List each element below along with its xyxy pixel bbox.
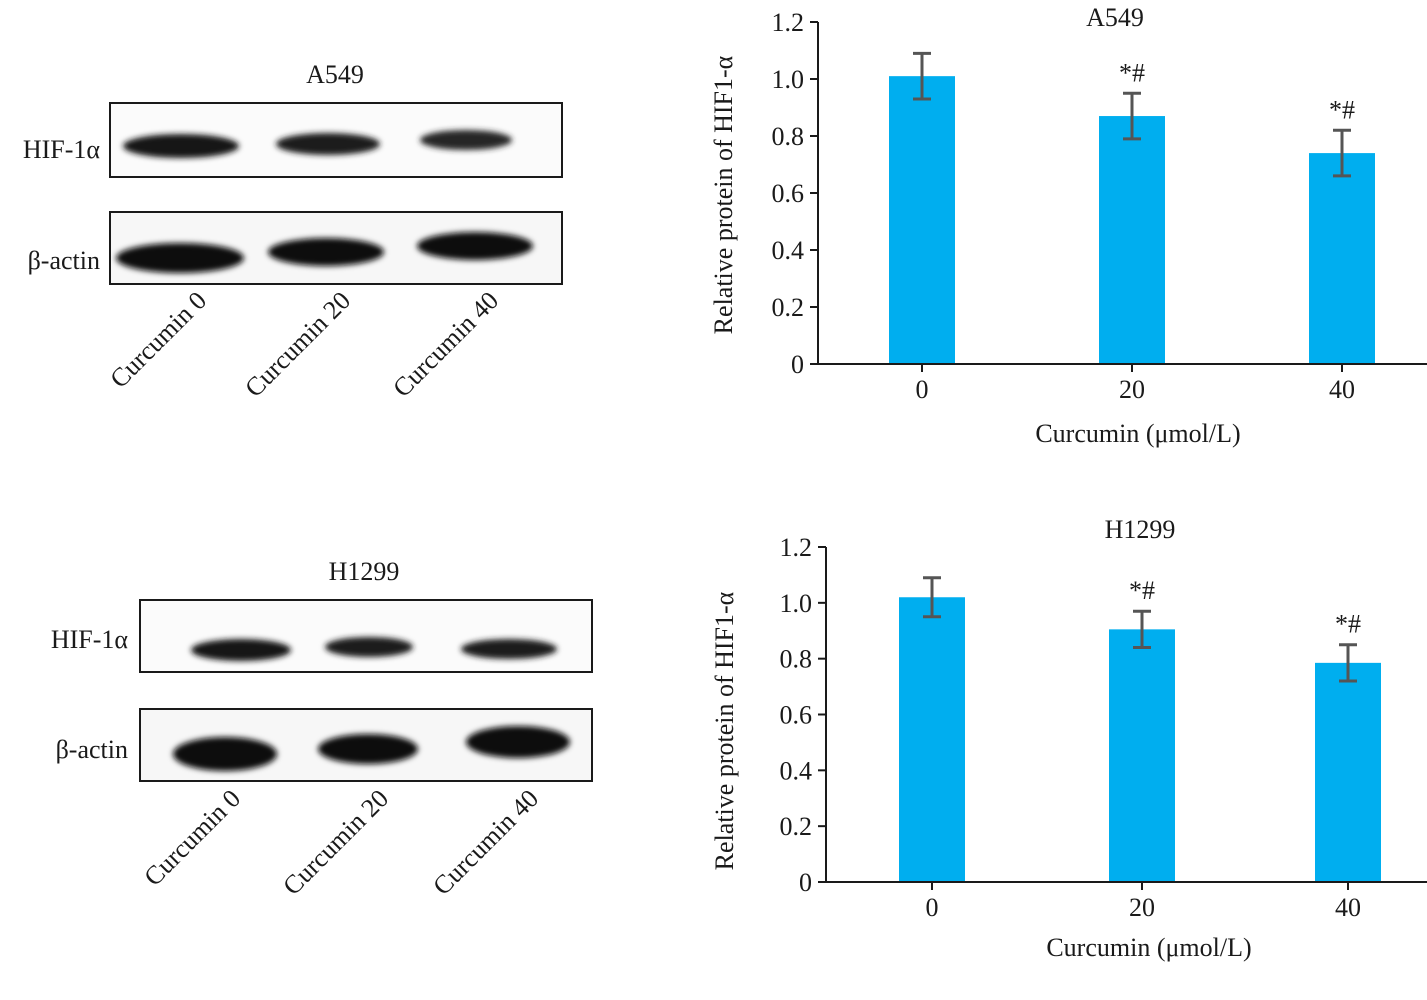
lane-label: Curcumin 40 [427,784,544,901]
band-hif-lane-1 [123,134,239,158]
western-blot-h1299-svg: H1299 HIF-1α β-actin Curcumin 0 Curcumin… [51,557,593,901]
y-tick-label: 1.0 [772,65,805,94]
blot-row-label-hif: HIF-1α [51,625,129,654]
bar-20 [1109,629,1175,882]
error-bar [1123,91,1141,141]
band-actin-lane-1 [116,243,244,273]
blot-panel-hif [139,599,593,673]
bar-40 [1315,662,1381,882]
chart-title: A549 [1086,3,1144,32]
significance-label: *# [1335,610,1361,639]
blot-row-label-actin: β-actin [28,246,100,275]
y-tick-label: 0.2 [780,812,813,841]
y-tick-label: 1.0 [780,589,813,618]
blot-row-label-actin: β-actin [56,735,128,764]
y-tick-label: 1.2 [780,533,813,562]
error-bar [923,576,941,619]
bar-chart-h1299: H1299 Relative protein of HIF1-α Curcumi… [700,510,1427,964]
lane-label: Curcumin 20 [239,286,356,403]
western-blot-h1299: H1299 HIF-1α β-actin Curcumin 0 Curcumin… [0,520,700,1000]
y-axis-label: Relative protein of HIF1-α [709,55,738,334]
y-axis-label: Relative protein of HIF1-α [710,591,739,870]
bar-0 [889,76,955,365]
x-tick-label: 20 [1129,893,1155,922]
band-hif-lane-2 [325,637,413,657]
significance-label: *# [1129,576,1155,605]
x-tick-label: 40 [1329,375,1355,404]
band-hif-lane-3 [461,639,557,659]
error-bar [1133,609,1151,649]
bar-chart-a549-svg: A549 Relative protein of HIF1-α Curcumin… [709,3,1427,448]
significance-label: *# [1119,58,1145,87]
bar-chart-h1299-svg: H1299 Relative protein of HIF1-α Curcumi… [710,515,1427,962]
band-actin-lane-1 [173,737,277,771]
bar-chart-a549: A549 Relative protein of HIF1-α Curcumin… [700,0,1427,470]
x-tick-label: 0 [926,893,939,922]
lane-label: Curcumin 0 [138,784,246,892]
error-bar [1333,128,1351,178]
band-actin-lane-2 [268,238,384,266]
y-tick-label: 0.4 [772,236,805,265]
x-tick-label: 0 [916,375,929,404]
y-tick-label: 0 [791,350,804,379]
significance-label: *# [1329,95,1355,124]
x-tick-label: 40 [1335,893,1361,922]
y-tick-label: 0.8 [772,122,805,151]
band-hif-lane-3 [420,130,512,150]
lane-label: Curcumin 20 [277,784,394,901]
band-hif-lane-1 [191,639,291,661]
y-tick-label: 0.4 [780,756,813,785]
blot-panel-actin [139,708,593,782]
y-tick-label: 0.6 [780,701,813,730]
lane-label: Curcumin 0 [104,286,212,394]
y-tick-label: 0.8 [780,645,813,674]
band-actin-lane-2 [318,734,418,764]
blot-panel-actin [109,211,563,285]
blot-row-label-hif: HIF-1α [23,135,101,164]
blot-title: A549 [306,60,364,89]
chart-title: H1299 [1105,515,1176,544]
western-blot-a549-svg: A549 HIF-1α β-actin Curcumin 0 Curcumin … [23,60,563,403]
y-tick-label: 0.6 [772,179,805,208]
y-tick-label: 0.2 [772,293,805,322]
blot-panel-hif [109,102,563,178]
x-axis-label: Curcumin (μmol/L) [1046,933,1251,962]
western-blot-a549: A549 HIF-1α β-actin Curcumin 0 Curcumin … [0,0,700,480]
bar-0 [899,597,965,882]
blot-title: H1299 [329,557,400,586]
y-tick-label: 0 [799,868,812,897]
bar-20 [1099,116,1165,364]
x-tick-label: 20 [1119,375,1145,404]
error-bar [913,51,931,101]
band-actin-lane-3 [417,232,533,260]
error-bar [1339,643,1357,683]
band-hif-lane-2 [276,133,380,155]
x-axis-label: Curcumin (μmol/L) [1035,419,1240,448]
band-actin-lane-3 [466,726,570,758]
lane-label: Curcumin 40 [387,286,504,403]
bar-40 [1309,153,1375,364]
y-tick-label: 1.2 [772,8,805,37]
